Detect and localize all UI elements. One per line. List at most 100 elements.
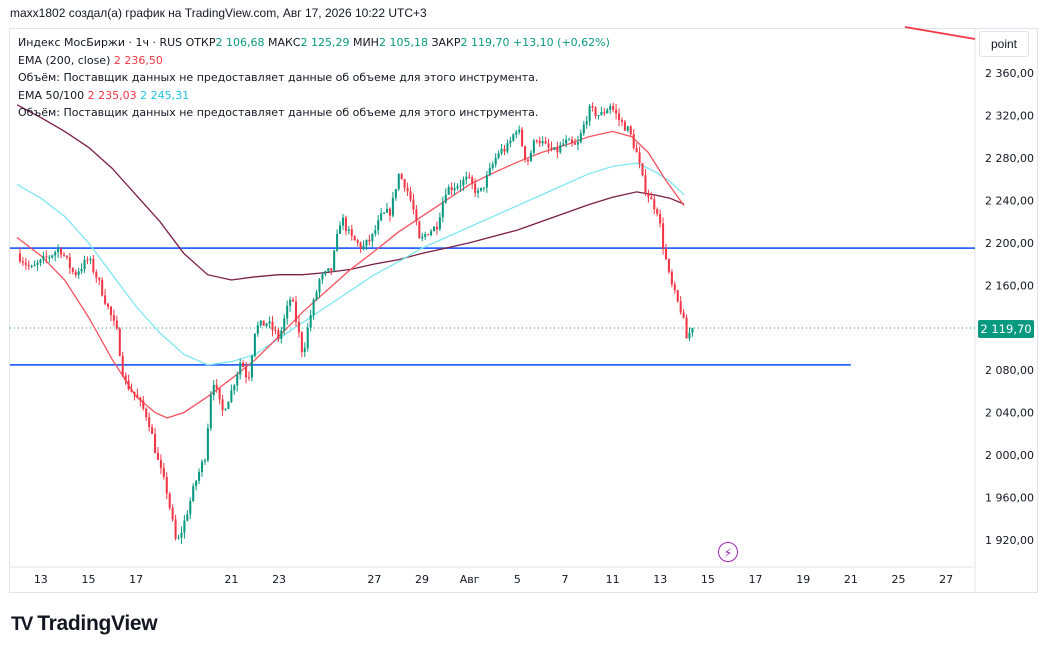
candle-body bbox=[568, 139, 571, 141]
candle-body bbox=[374, 230, 377, 234]
candle-body bbox=[294, 301, 298, 322]
candle-body bbox=[312, 299, 315, 316]
candle-body bbox=[24, 262, 27, 265]
chart-frame bbox=[9, 28, 1038, 593]
candle-body bbox=[538, 140, 541, 144]
x-tick-label-2: 17 bbox=[129, 573, 143, 586]
candle-body bbox=[318, 279, 321, 293]
candle-body bbox=[447, 187, 450, 195]
candle-body bbox=[391, 197, 394, 216]
candle-body bbox=[109, 306, 113, 316]
candle-body bbox=[421, 236, 424, 239]
candle-body bbox=[212, 384, 215, 396]
candle-body bbox=[579, 133, 582, 143]
candle-body bbox=[664, 248, 668, 260]
candle-body bbox=[142, 400, 145, 409]
candle-body bbox=[230, 390, 233, 402]
candle-body bbox=[362, 245, 365, 249]
candle-body bbox=[209, 395, 212, 429]
candle-body bbox=[547, 143, 550, 148]
legend-volume-note-2: Объём: Поставщик данных не предоставляет… bbox=[18, 106, 539, 119]
x-tick-label-8: 5 bbox=[514, 573, 521, 586]
candle-body bbox=[667, 259, 670, 272]
candle-body bbox=[383, 212, 386, 214]
candle-body bbox=[104, 295, 107, 304]
x-tick-label-13: 17 bbox=[749, 573, 763, 586]
tradingview-logo-text: TradingView bbox=[37, 612, 158, 635]
candle-body bbox=[571, 139, 574, 143]
x-tick-label-3: 21 bbox=[224, 573, 238, 586]
candle-body bbox=[339, 225, 342, 234]
candle-body bbox=[341, 217, 345, 226]
y-tick-label-1: 2 320,00 bbox=[985, 109, 1034, 122]
candle-body bbox=[68, 257, 71, 269]
candle-body bbox=[206, 428, 209, 461]
lightning-icon[interactable]: ⚡ bbox=[718, 542, 738, 562]
candle-body bbox=[183, 520, 186, 533]
candle-body bbox=[556, 147, 559, 153]
candle-body bbox=[397, 174, 400, 190]
candle-body bbox=[591, 105, 594, 108]
candle-body bbox=[453, 188, 456, 191]
candle-body bbox=[174, 519, 177, 539]
candle-body bbox=[409, 191, 412, 200]
candle-body bbox=[30, 266, 33, 268]
candle-body bbox=[562, 143, 565, 146]
candle-body bbox=[277, 330, 280, 339]
y-tick-label-9: 2 000,00 bbox=[985, 449, 1034, 462]
trend-line bbox=[904, 26, 976, 40]
candle-body bbox=[62, 254, 66, 256]
candle-body bbox=[253, 333, 256, 356]
candle-body bbox=[427, 234, 430, 236]
candle-body bbox=[617, 113, 621, 120]
candle-body bbox=[92, 258, 95, 272]
legend-close-label: ЗАКР bbox=[431, 36, 461, 49]
candle-body bbox=[162, 467, 165, 477]
candle-body bbox=[377, 220, 380, 231]
candle-body bbox=[107, 303, 110, 307]
legend-instrument: Индекс МосБиржи · 1ч · RUS bbox=[18, 36, 183, 49]
candle-body bbox=[74, 271, 77, 275]
candle-body bbox=[165, 476, 168, 494]
candle-body bbox=[491, 164, 494, 168]
x-tick-label-10: 11 bbox=[606, 573, 620, 586]
price-scale-mode-button[interactable]: point bbox=[979, 31, 1029, 57]
candle-body bbox=[101, 279, 104, 296]
candle-body bbox=[89, 258, 92, 260]
candle-body bbox=[27, 264, 30, 267]
candle-body bbox=[330, 268, 333, 271]
candle-body bbox=[430, 231, 433, 236]
candle-body bbox=[688, 332, 691, 339]
candle-body bbox=[242, 362, 245, 367]
candle-body bbox=[33, 264, 36, 267]
candle-body bbox=[200, 461, 204, 472]
candle-body bbox=[180, 532, 183, 538]
candle-body bbox=[297, 321, 300, 333]
candle-body bbox=[300, 332, 303, 352]
candle-body bbox=[509, 140, 512, 144]
candle-body bbox=[36, 262, 39, 265]
candle-body bbox=[576, 142, 579, 145]
x-tick-label-5: 27 bbox=[367, 573, 381, 586]
candle-body bbox=[479, 187, 483, 191]
legend-ema200-value: 2 236,50 bbox=[113, 53, 163, 67]
candle-body bbox=[54, 252, 57, 256]
candle-body bbox=[236, 374, 239, 386]
candle-body bbox=[247, 377, 251, 379]
y-tick-label-5: 2 160,00 bbox=[985, 279, 1034, 292]
candle-body bbox=[432, 226, 436, 232]
candle-body bbox=[565, 139, 568, 144]
legend-high-value: 2 125,29 bbox=[300, 36, 350, 49]
candle-body bbox=[71, 268, 74, 272]
candle-body bbox=[156, 452, 159, 460]
x-tick-label-1: 15 bbox=[81, 573, 95, 586]
candle-body bbox=[615, 109, 618, 114]
candle-body bbox=[159, 459, 162, 468]
candle-body bbox=[503, 148, 506, 152]
tradingview-logo: TV TradingView bbox=[11, 612, 158, 636]
chart-caption: maxx1802 создал(а) график на TradingView… bbox=[10, 6, 427, 20]
candle-body bbox=[632, 134, 635, 148]
candle-body bbox=[309, 315, 312, 328]
candle-body bbox=[177, 537, 180, 539]
